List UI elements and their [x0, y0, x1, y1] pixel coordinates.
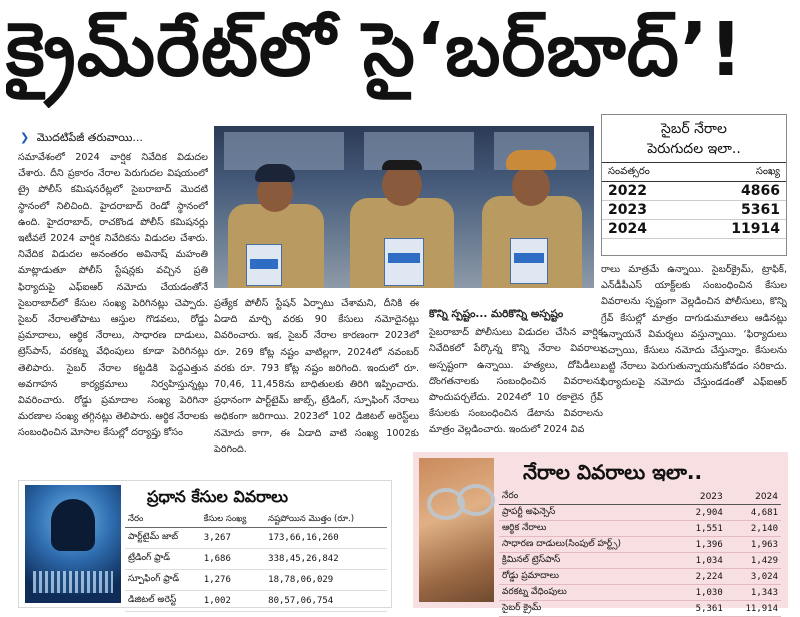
officer-figure-right [476, 142, 588, 288]
column-header-loss-amount: నష్టపోయిన మొత్తం (రూ.) [265, 513, 387, 528]
kicker: ❯ మొదటిపేజీ తరువాయి... [20, 131, 210, 147]
major-cases-box: ప్రధాన కేసుల వివరాలు నేరం కేసుల సంఖ్య నష… [18, 480, 392, 612]
column-3-subhead: కొన్ని స్పష్టం... మరికొన్ని అస్పష్టం [429, 308, 564, 320]
crime-cell: సాధారణ దాడులు(సింపుల్ హర్ట్స్) [499, 536, 679, 553]
case-count-cell: 1,276 [200, 569, 266, 591]
chevron-right-icon: ❯ [20, 131, 30, 144]
year-cell: 2024 [602, 219, 689, 239]
crime-cell: రోడ్డు ప్రమాదాలు [499, 568, 679, 585]
crime-cell: డిజిటల్ అరెస్ట్ [125, 590, 201, 612]
officer-figure-center [342, 146, 462, 288]
value-2024-cell: 1,963 [725, 536, 781, 553]
column-3-text: సైబరాబాద్ పోలీసులు విడుదల చేసిన వార్షిక … [429, 327, 603, 436]
press-conference-photo [214, 126, 594, 288]
headline: క్రైమ్‌రేట్‌లో సై‘బర్‌బాద్‌’! [6, 7, 744, 93]
year-cell: 2023 [602, 200, 689, 220]
article-column-4: రాలు మాత్రమే ఉన్నాయి. సైబర్‌క్రైమ్, ట్రా… [601, 264, 787, 389]
column-header-case-count: కేసుల సంఖ్య [200, 513, 266, 528]
table-row: డిజిటల్ అరెస్ట్ 1,002 80,57,06,754 [125, 590, 387, 612]
growth-box-title: సైబర్ నేరాల పెరుగుదల ఇలా.. [602, 115, 786, 159]
article-column-2: ప్రత్యేక పోలీస్ స్టేషన్ ఏర్పాటు చేశామని,… [214, 298, 419, 455]
major-cases-title: ప్రధాన కేసుల వివరాలు [147, 487, 288, 506]
crime-cell: స్పూఫింగ్ ఫ్రాడ్ [125, 569, 201, 591]
value-2024-cell: 11,914 [725, 600, 781, 617]
value-2024-cell: 1,429 [725, 552, 781, 569]
column-header-year: సంవత్సరం [602, 162, 689, 182]
article-column-3: కొన్ని స్పష్టం... మరికొన్ని అస్పష్టం సైబ… [429, 306, 603, 440]
growth-box-title-line-1: సైబర్ నేరాల [661, 121, 727, 137]
value-2024-cell: 1,343 [725, 584, 781, 601]
crime-details-title: నేరాల వివరాలు ఇలా.. [523, 460, 703, 484]
value-2023-cell: 1,551 [678, 520, 726, 537]
growth-box-title-line-2: పెరుగుదల ఇలా.. [647, 141, 741, 157]
article-column-1: సమావేశంలో 2024 వార్షిక నివేదిక విడుదల చే… [18, 152, 208, 439]
hacker-illustration [25, 485, 121, 603]
case-count-cell: 1,686 [200, 548, 266, 570]
value-2023-cell: 1,034 [678, 552, 726, 569]
value-2023-cell: 2,224 [678, 568, 726, 585]
table-row: 2024 11914 [602, 219, 786, 239]
crime-cell: ప్రాపర్టీ అఫెన్సెస్ [499, 504, 679, 521]
crime-cell: ట్రేడింగ్ ఫ్రాడ్ [125, 548, 201, 570]
growth-table: సంవత్సరం సంఖ్య 2022 4866 2023 5361 2024 … [602, 162, 786, 239]
crime-details-table: నేరం 2023 2024 ప్రాపర్టీ అఫెన్సెస్ 2,904 4… [499, 490, 781, 617]
loss-amount-cell: 338,45,26,842 [265, 548, 387, 570]
crime-cell: సైబర్ క్రైమ్ [499, 600, 679, 617]
case-count-cell: 1,002 [200, 590, 266, 612]
table-header-row: నేరం 2023 2024 [499, 490, 781, 505]
major-cases-table: నేరం కేసుల సంఖ్య నష్టపోయిన మొత్తం (రూ.) … [125, 513, 387, 612]
table-row: క్రిమినల్ ట్రెస్‌పాస్ 1,034 1,429 [499, 552, 781, 569]
value-2024-cell: 4,681 [725, 504, 781, 521]
value-2024-cell: 2,140 [725, 520, 781, 537]
loss-amount-cell: 80,57,06,754 [265, 590, 387, 612]
value-2023-cell: 1,030 [678, 584, 726, 601]
value-2023-cell: 2,904 [678, 504, 726, 521]
count-cell: 11914 [688, 219, 786, 239]
table-row: సాధారణ దాడులు(సింపుల్ హర్ట్స్) 1,396 1,963 [499, 536, 781, 553]
table-row: రోడ్డు ప్రమాదాలు 2,224 3,024 [499, 568, 781, 585]
table-row: పార్ట్‌టైమ్ జాబ్ 3,267 173,66,16,260 [125, 527, 387, 549]
crime-cell: పార్ట్‌టైమ్ జాబ్ [125, 527, 201, 549]
value-2023-cell: 5,361 [678, 600, 726, 617]
case-count-cell: 3,267 [200, 527, 266, 549]
table-row: 2023 5361 [602, 200, 786, 220]
column-header-count: సంఖ్య [688, 162, 786, 182]
handcuffs-photo [419, 458, 495, 602]
column-header-2024: 2024 [725, 490, 781, 505]
crime-cell: క్రిమినల్ ట్రెస్‌పాస్ [499, 552, 679, 569]
crime-cell: ఆర్థిక నేరాలు [499, 520, 679, 537]
table-row: 2022 4866 [602, 181, 786, 201]
table-row: ఆర్థిక నేరాలు 1,551 2,140 [499, 520, 781, 537]
count-cell: 4866 [688, 181, 786, 201]
column-header-crime: నేరం [125, 513, 201, 528]
table-row: వరకట్న వేధింపులు 1,030 1,343 [499, 584, 781, 601]
table-header-row: నేరం కేసుల సంఖ్య నష్టపోయిన మొత్తం (రూ.) [125, 513, 387, 528]
value-2023-cell: 1,396 [678, 536, 726, 553]
column-header-2023: 2023 [678, 490, 726, 505]
crime-cell: వరకట్న వేధింపులు [499, 584, 679, 601]
year-cell: 2022 [602, 181, 689, 201]
table-row: స్పూఫింగ్ ఫ్రాడ్ 1,276 18,78,06,029 [125, 569, 387, 591]
kicker-text: మొదటిపేజీ తరువాయి... [36, 131, 143, 144]
table-row: సైబర్ క్రైమ్ 5,361 11,914 [499, 600, 781, 617]
column-header-crime: నేరం [499, 490, 679, 505]
cyber-crime-growth-box: సైబర్ నేరాల పెరుగుదల ఇలా.. సంవత్సరం సంఖ్… [601, 114, 787, 256]
table-header-row: సంవత్సరం సంఖ్య [602, 162, 786, 182]
table-row: ట్రేడింగ్ ఫ్రాడ్ 1,686 338,45,26,842 [125, 548, 387, 570]
officer-figure-left [222, 158, 330, 288]
value-2024-cell: 3,024 [725, 568, 781, 585]
table-row: ప్రాపర్టీ అఫెన్సెస్ 2,904 4,681 [499, 504, 781, 521]
count-cell: 5361 [688, 200, 786, 220]
loss-amount-cell: 173,66,16,260 [265, 527, 387, 549]
crime-details-box: నేరాల వివరాలు ఇలా.. నేరం 2023 2024 ప్రాప… [413, 452, 788, 617]
loss-amount-cell: 18,78,06,029 [265, 569, 387, 591]
